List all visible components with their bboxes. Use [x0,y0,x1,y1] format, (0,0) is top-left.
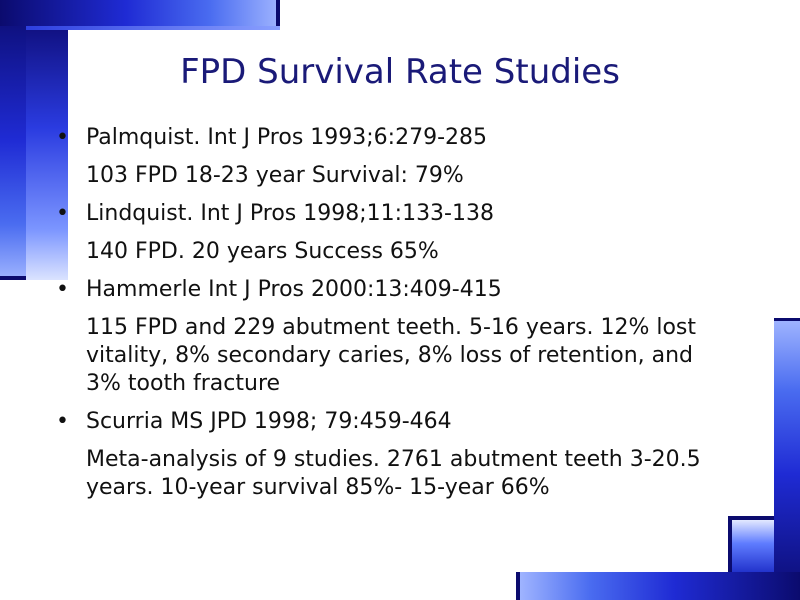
bullet-dot-icon: • [56,125,69,150]
slide-title: FPD Survival Rate Studies [180,52,620,92]
frame-bottom-right-horizontal-bar [520,572,800,600]
bullet-detail: 140 FPD. 20 years Success 65% [86,239,439,264]
bullet-detail: 115 FPD and 229 abutment teeth. 5-16 yea… [86,315,697,396]
frame-bottom-right-vertical-bar [774,320,800,600]
bullet-dot-icon: • [56,201,69,226]
bullet-item: • Scurria MS JPD 1998; 79:459-464 [56,408,706,436]
bullet-detail: 103 FPD 18-23 year Survival: 79% [86,163,464,188]
bullet-text: Hammerle Int J Pros 2000:13:409-415 [86,277,502,302]
bullet-item: • Hammerle Int J Pros 2000:13:409-415 [56,276,706,304]
bullet-dot-icon: • [56,409,69,434]
frame-top-left-edge-bottom [0,276,26,280]
bullet-item: • Palmquist. Int J Pros 1993;6:279-285 [56,124,706,152]
bullet-text: Lindquist. Int J Pros 1998;11:133-138 [86,201,494,226]
bullet-detail: Meta-analysis of 9 studies. 2761 abutmen… [86,447,701,500]
bullet-item: • Lindquist. Int J Pros 1998;11:133-138 [56,200,706,228]
slide-body: • Palmquist. Int J Pros 1993;6:279-285 1… [56,124,706,502]
frame-top-left-vertical-bar [0,0,26,280]
frame-top-left-horizontal-bar [0,0,280,26]
frame-top-left-inner-step-top [26,26,280,30]
frame-bottom-right-edge-top [774,318,800,321]
frame-bottom-right-step-edge [728,520,732,572]
bullet-text: Scurria MS JPD 1998; 79:459-464 [86,409,452,434]
frame-bottom-right-inner-step [732,520,774,572]
frame-bottom-right-edge-left [516,572,520,600]
bullet-text: Palmquist. Int J Pros 1993;6:279-285 [86,125,488,150]
bullet-dot-icon: • [56,277,69,302]
frame-top-left-edge [276,0,280,26]
frame-top-left-inner-fill [68,30,280,280]
frame-bottom-right-step-top [728,516,774,520]
frame-top-left-inner-step [26,26,68,280]
